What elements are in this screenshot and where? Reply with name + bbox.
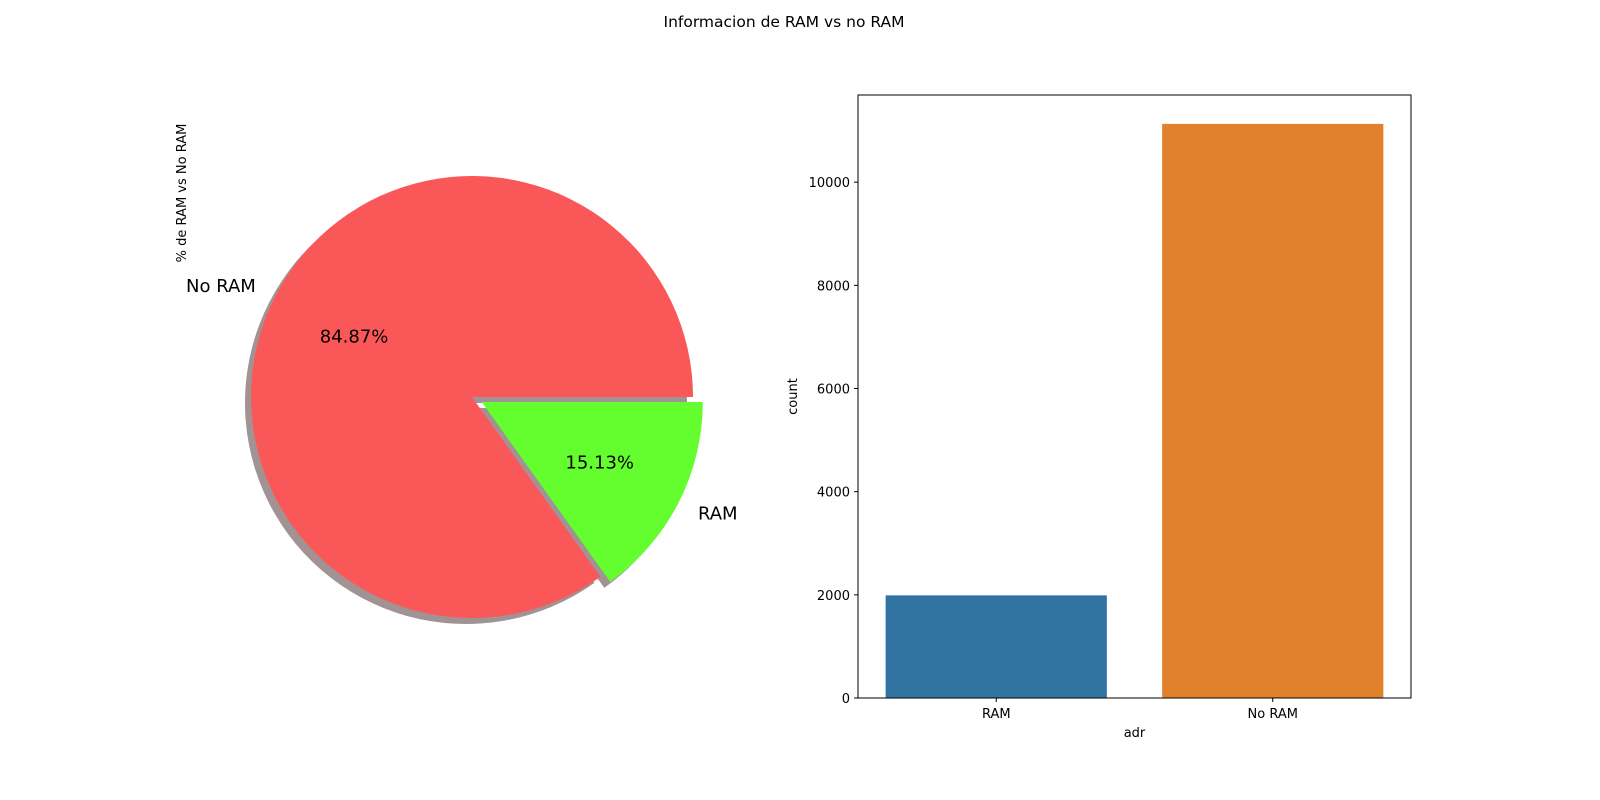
pie-pct-label-no-ram: 84.87%: [320, 326, 389, 347]
plot-area-frame: [857, 94, 1412, 699]
pie-ylabel: % de RAM vs No RAM: [175, 124, 190, 263]
x-tick-label-ram: RAM: [982, 707, 1011, 722]
pie-chart: No RAM 84.87% RAM 15.13% % de RAM vs No RAM: [175, 124, 738, 624]
pie-slice-no-ram: [251, 176, 694, 618]
bar-xlabel: adr: [1124, 726, 1146, 741]
y-tick-label-6000: 6000: [817, 383, 850, 398]
x-tick-label-no-ram: No RAM: [1248, 707, 1298, 722]
bar-ram: [885, 595, 1107, 698]
pie-pct-label-ram: 15.13%: [565, 453, 634, 474]
y-tick-label-4000: 4000: [817, 486, 850, 501]
y-tick-label-2000: 2000: [817, 589, 850, 604]
bar-no-ram: [1162, 123, 1384, 698]
figure-title: Informacion de RAM vs no RAM: [664, 13, 905, 31]
pie-label-no-ram: No RAM: [186, 276, 256, 297]
y-tick-label-0: 0: [842, 692, 850, 707]
pie-label-ram: RAM: [698, 503, 738, 524]
pie-slice-ram: [481, 402, 703, 582]
y-tick-label-8000: 8000: [817, 279, 850, 294]
y-tick-label-10000: 10000: [809, 176, 850, 191]
bar-chart: 0 2000 4000 6000 8000 10000 RAM No RAM adr cou…: [786, 94, 1412, 741]
bar-ylabel: count: [786, 378, 801, 415]
